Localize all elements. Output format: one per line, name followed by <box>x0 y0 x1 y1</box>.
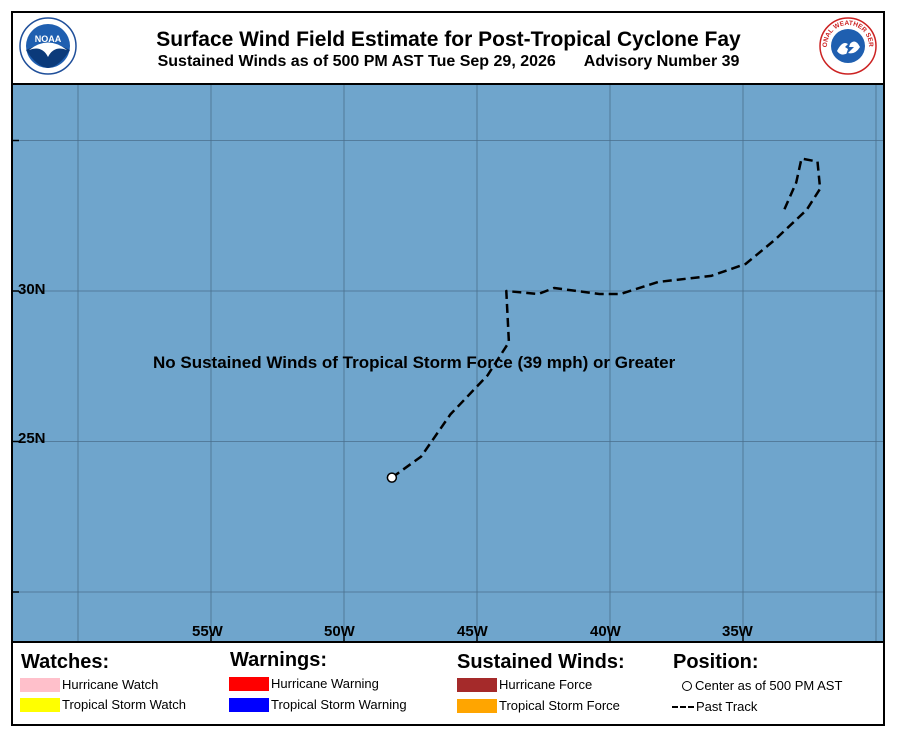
graticule <box>13 85 883 641</box>
lon-label-50w: 50W <box>324 623 355 640</box>
legend-hurricane-watch: Hurricane Watch <box>20 677 158 692</box>
storm-center-marker <box>386 472 398 483</box>
ts-warning-swatch <box>229 697 269 712</box>
ts-force-label: Tropical Storm Force <box>499 698 620 713</box>
center-legend-label: Center as of 500 PM AST <box>695 678 843 693</box>
legend-center: Center as of 500 PM AST <box>682 678 842 693</box>
center-legend-icon <box>682 680 692 691</box>
hurricane-watch-label: Hurricane Watch <box>62 677 159 692</box>
noaa-logo-text: NOAA <box>35 34 62 44</box>
hurricane-force-label: Hurricane Force <box>499 677 593 692</box>
lon-label-35w: 35W <box>722 623 753 640</box>
page-subtitle: Sustained Winds as of 500 PM AST Tue Sep… <box>0 53 897 71</box>
hurricane-warning-label: Hurricane Warning <box>271 676 379 691</box>
legend-hurricane-force: Hurricane Force <box>457 677 592 692</box>
ts-watch-swatch <box>20 697 60 712</box>
noaa-logo: NOAA <box>19 17 77 75</box>
lat-label-25n: 25N <box>18 430 46 447</box>
past-track-legend-icon <box>672 705 694 708</box>
sustained-winds-heading: Sustained Winds: <box>457 651 625 673</box>
legend-ts-force: Tropical Storm Force <box>457 698 620 713</box>
lat-label-30n: 30N <box>18 281 46 298</box>
advisory-number: Advisory Number 39 <box>583 53 740 70</box>
map-canvas <box>13 85 883 641</box>
hurricane-warning-swatch <box>229 676 269 691</box>
no-ts-winds-message: No Sustained Winds of Tropical Storm For… <box>153 353 676 372</box>
past-track <box>391 157 822 479</box>
warnings-heading: Warnings: <box>230 649 328 671</box>
nws-logo: NATIONAL WEATHER SERVICE <box>819 17 877 75</box>
page-title: Surface Wind Field Estimate for Post-Tro… <box>156 28 741 51</box>
ts-force-swatch <box>457 698 497 713</box>
legend-ts-watch: Tropical Storm Watch <box>20 697 186 712</box>
watches-heading: Watches: <box>21 651 110 673</box>
lon-label-55w: 55W <box>192 623 223 640</box>
lon-label-45w: 45W <box>457 623 488 640</box>
map-panel: 30N 25N 55W 50W 45W 40W 35W No Sustained… <box>13 83 883 643</box>
legend-hurricane-warning: Hurricane Warning <box>229 676 379 691</box>
hurricane-force-swatch <box>457 677 497 692</box>
legend: Watches: Hurricane Watch Tropical Storm … <box>13 645 883 725</box>
ts-watch-label: Tropical Storm Watch <box>62 697 187 712</box>
past-track-legend-label: Past Track <box>696 699 758 714</box>
position-heading: Position: <box>673 651 759 673</box>
lon-label-40w: 40W <box>590 623 621 640</box>
ts-warning-label: Tropical Storm Warning <box>271 697 407 712</box>
valid-time: Sustained Winds as of 500 PM AST Tue Sep… <box>157 53 556 70</box>
hurricane-watch-swatch <box>20 677 60 692</box>
header <box>13 13 883 83</box>
legend-ts-warning: Tropical Storm Warning <box>229 697 407 712</box>
legend-past-track: Past Track <box>672 699 757 714</box>
